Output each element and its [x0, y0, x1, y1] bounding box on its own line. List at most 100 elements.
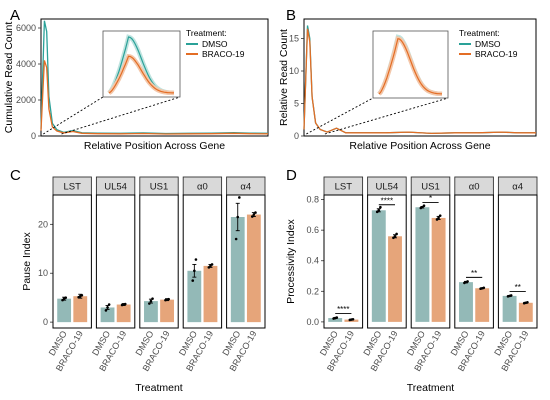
replicate-point [64, 296, 68, 299]
inset-line-1 [378, 37, 443, 95]
bar-dmso [415, 207, 430, 322]
legend-label: DMSO [475, 39, 501, 49]
inset-line-1 [108, 55, 174, 94]
series-line-1 [303, 28, 536, 135]
bar-braco [431, 217, 446, 322]
panel-letter-d: D [286, 167, 297, 184]
facet-strip-label: α0 [469, 182, 480, 193]
replicate-point [210, 263, 214, 266]
replicate-point [107, 303, 111, 306]
replicate-point [438, 214, 442, 217]
bar-dmso [502, 295, 517, 322]
significance-label: **** [337, 305, 349, 314]
replicate-point [191, 279, 195, 282]
panel-a-line-chart: 0 2000 4000 6000 Relative Position Across Ge… [3, 18, 269, 152]
y-tick-label: 0.2 [306, 286, 319, 296]
bar-braco [203, 265, 218, 323]
replicate-point [238, 196, 241, 199]
y-tick-label: 5 [294, 99, 299, 109]
legend-title: Treatment: [186, 28, 227, 38]
significance-label: * [429, 194, 432, 203]
replicate-point [526, 301, 529, 304]
bar-dmso [57, 298, 72, 323]
panel-letter-c: C [10, 167, 21, 184]
replicate-point [149, 299, 153, 303]
x-axis-title: Relative Position Across Gene [349, 140, 490, 152]
y-tick-label: 0 [43, 317, 48, 327]
replicate-point [422, 204, 426, 208]
significance-label: ** [471, 269, 477, 278]
panel-letter-a: A [10, 7, 20, 24]
bar-dmso [328, 318, 343, 322]
y-tick-label: 0 [294, 131, 299, 141]
x-axis-title: Treatment [135, 382, 183, 394]
facet-strip-label: α0 [197, 182, 208, 193]
bar-braco [518, 302, 533, 322]
y-tick-label: 15 [289, 34, 299, 44]
y-tick-label: 4000 [16, 59, 36, 69]
bar-braco [475, 288, 490, 322]
facet-strip-label: α4 [240, 182, 251, 193]
replicate-point [482, 286, 486, 290]
bar-dmso [187, 270, 202, 323]
replicate-point [437, 216, 440, 220]
bar-braco [246, 214, 261, 323]
bar-braco [73, 296, 88, 323]
replicate-point [393, 234, 397, 238]
y-axis-title: Processivity Index [285, 218, 297, 303]
bar-dmso [100, 307, 115, 323]
inset-connector [324, 97, 449, 135]
panel-d-bar-chart: 0.00.20.40.60.8LSTDMSOBRACO-19****UL54DM… [285, 176, 538, 394]
replicate-point [194, 258, 198, 261]
legend-label: BRACO-19 [475, 49, 518, 59]
replicate-point [104, 309, 108, 312]
y-tick-label: 10 [289, 66, 299, 76]
replicate-point [234, 237, 238, 241]
y-tick-label: 2000 [16, 95, 36, 105]
replicate-point [254, 211, 257, 214]
significance-label: ** [515, 283, 521, 292]
y-tick-label: 0.4 [306, 256, 319, 266]
x-axis-title: Relative Position Across Gene [84, 140, 225, 152]
inset-connector [61, 96, 181, 135]
facet-strip-label: LST [63, 182, 81, 193]
facet-panel-border [323, 194, 364, 329]
y-tick-label: 0.8 [306, 195, 319, 205]
replicate-point [509, 294, 513, 297]
y-axis-title: Cumulative Read Count [3, 22, 15, 134]
bar-braco [388, 236, 402, 322]
replicate-point [151, 297, 154, 300]
replicate-point [351, 317, 355, 321]
facet-strip-label: UL54 [376, 182, 399, 193]
replicate-point [236, 215, 240, 219]
facet-strip-label: UL54 [104, 182, 127, 193]
replicate-point [193, 269, 196, 273]
replicate-point [466, 280, 469, 283]
bar-braco [160, 299, 174, 323]
replicate-point [80, 293, 84, 297]
replicate-point [123, 302, 127, 306]
panel-c-bar-chart: 01020LSTDMSOBRACO-19UL54DMSOBRACO-19US1D… [21, 176, 266, 394]
panel-letter-b: B [286, 7, 296, 24]
legend-title: Treatment: [459, 28, 500, 38]
y-tick-label: 0.0 [306, 317, 319, 327]
bar-braco [116, 304, 131, 323]
replicate-point [335, 316, 339, 319]
bar-dmso [459, 282, 473, 322]
legend-label: BRACO-19 [202, 49, 245, 59]
y-tick-label: 6000 [16, 23, 36, 33]
facet-strip-label: US1 [421, 182, 439, 193]
y-axis-title: Relative Read Count [278, 29, 290, 126]
series-line-1 [40, 60, 269, 135]
replicate-point [377, 208, 381, 212]
inset-connector [306, 97, 374, 135]
replicate-point [395, 232, 398, 236]
replicate-point [379, 205, 382, 209]
replicate-point [250, 215, 254, 218]
legend-label: DMSO [202, 39, 228, 49]
facet-strip-label: LST [335, 182, 353, 193]
y-tick-label: 0.6 [306, 225, 319, 235]
y-tick-label: 20 [38, 219, 48, 229]
facet-strip-label: US1 [150, 182, 168, 193]
